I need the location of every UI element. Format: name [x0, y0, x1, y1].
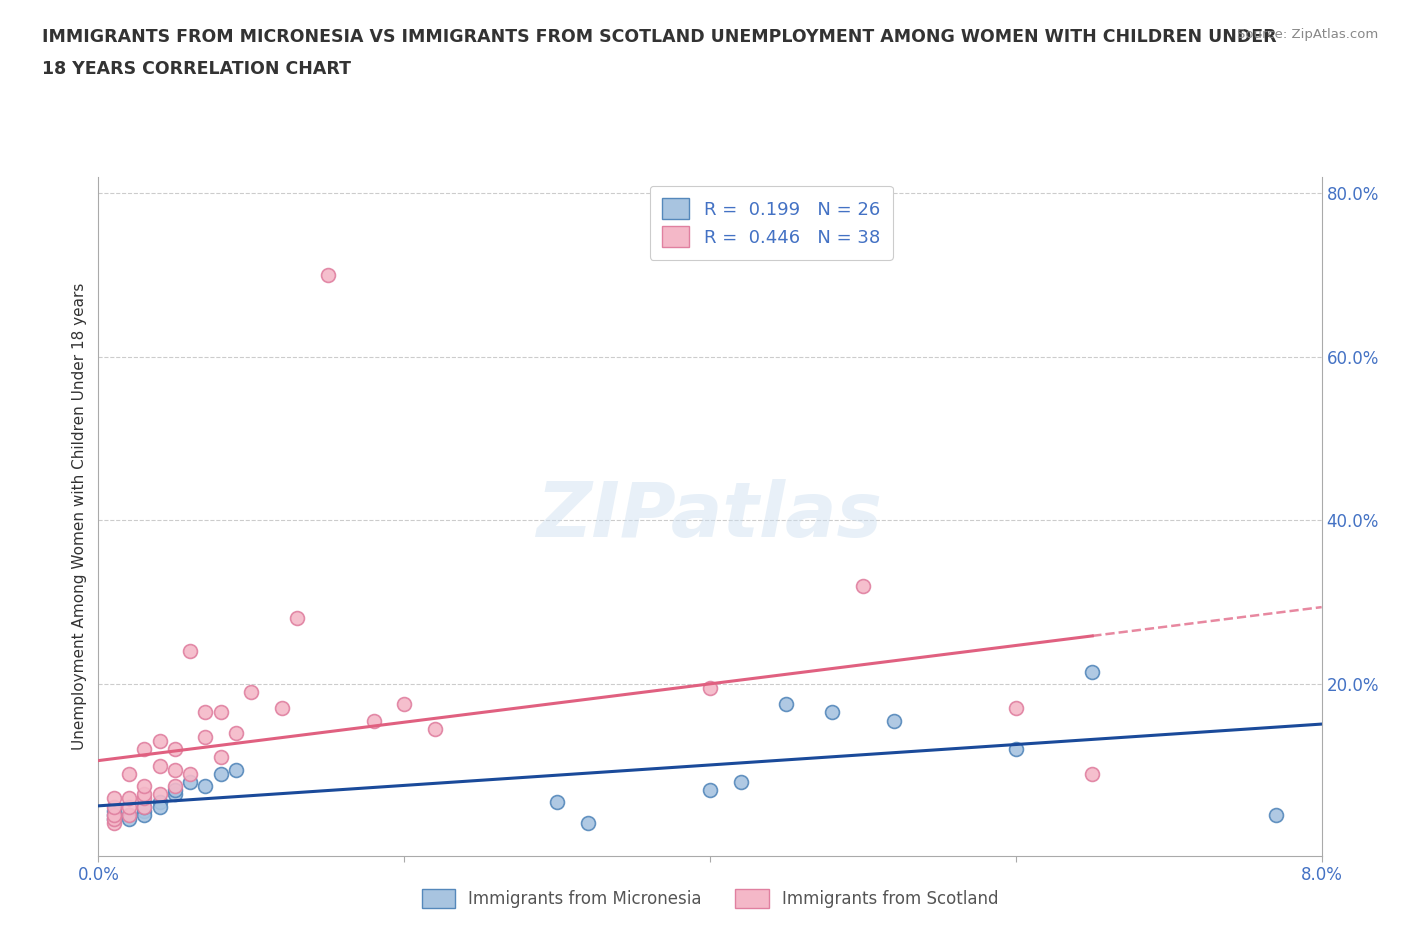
Point: [118, 807, 141, 822]
Point: [209, 705, 232, 720]
Point: [134, 804, 156, 818]
Point: [103, 811, 125, 826]
Point: [1264, 807, 1286, 822]
Point: [225, 725, 247, 740]
Point: [118, 807, 141, 822]
Point: [1081, 766, 1104, 781]
Point: [149, 758, 172, 773]
Point: [163, 742, 186, 757]
Point: [103, 811, 125, 826]
Point: [285, 611, 308, 626]
Point: [852, 578, 875, 593]
Point: [194, 729, 217, 744]
Text: ZIPatlas: ZIPatlas: [537, 479, 883, 553]
Point: [316, 268, 339, 283]
Point: [423, 722, 446, 737]
Point: [134, 799, 156, 814]
Point: [118, 766, 141, 781]
Point: [730, 775, 752, 790]
Point: [179, 775, 201, 790]
Point: [699, 681, 721, 696]
Point: [240, 684, 263, 699]
Point: [149, 734, 172, 749]
Point: [103, 816, 125, 830]
Text: 18 YEARS CORRELATION CHART: 18 YEARS CORRELATION CHART: [42, 60, 352, 78]
Point: [1081, 664, 1104, 679]
Y-axis label: Unemployment Among Women with Children Under 18 years: Unemployment Among Women with Children U…: [72, 283, 87, 750]
Point: [392, 697, 416, 711]
Point: [134, 742, 156, 757]
Point: [103, 804, 125, 818]
Point: [163, 763, 186, 777]
Point: [103, 807, 125, 822]
Point: [134, 787, 156, 802]
Point: [883, 713, 905, 728]
Point: [546, 795, 568, 810]
Legend: Immigrants from Micronesia, Immigrants from Scotland: Immigrants from Micronesia, Immigrants f…: [415, 883, 1005, 915]
Point: [1004, 742, 1026, 757]
Point: [134, 790, 156, 805]
Point: [179, 644, 201, 658]
Point: [103, 790, 125, 805]
Point: [1004, 701, 1026, 716]
Point: [103, 807, 125, 822]
Point: [775, 697, 797, 711]
Point: [179, 766, 201, 781]
Point: [149, 795, 172, 810]
Point: [134, 778, 156, 793]
Point: [149, 799, 172, 814]
Point: [270, 701, 294, 716]
Point: [118, 799, 141, 814]
Point: [163, 787, 186, 802]
Point: [118, 811, 141, 826]
Point: [194, 778, 217, 793]
Point: [209, 766, 232, 781]
Point: [103, 799, 125, 814]
Point: [149, 787, 172, 802]
Point: [225, 763, 247, 777]
Point: [194, 705, 217, 720]
Point: [163, 783, 186, 798]
Text: IMMIGRANTS FROM MICRONESIA VS IMMIGRANTS FROM SCOTLAND UNEMPLOYMENT AMONG WOMEN : IMMIGRANTS FROM MICRONESIA VS IMMIGRANTS…: [42, 28, 1277, 46]
Point: [118, 790, 141, 805]
Point: [209, 750, 232, 764]
Point: [699, 783, 721, 798]
Point: [821, 705, 844, 720]
Point: [363, 713, 385, 728]
Text: Source: ZipAtlas.com: Source: ZipAtlas.com: [1237, 28, 1378, 41]
Point: [163, 778, 186, 793]
Point: [134, 799, 156, 814]
Point: [576, 816, 599, 830]
Point: [134, 807, 156, 822]
